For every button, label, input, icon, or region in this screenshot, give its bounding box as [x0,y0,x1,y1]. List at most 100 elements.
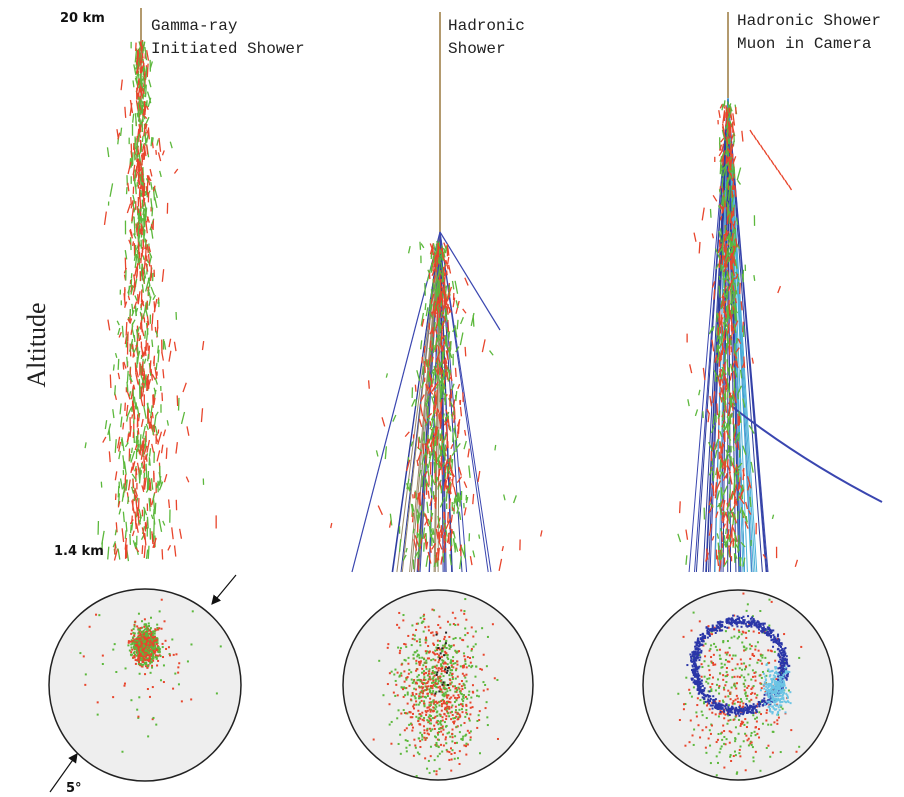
hit [695,711,697,713]
hit [432,651,434,653]
hit [429,714,431,716]
hit [458,650,460,652]
hit [439,753,441,755]
hit [735,687,737,689]
hit [419,702,421,704]
track [473,315,474,326]
hit [147,643,149,645]
track [427,502,428,513]
hit [454,685,456,687]
hit [426,729,428,731]
track [144,359,145,364]
hit [451,704,453,706]
hit [148,625,150,627]
hit [448,759,450,761]
track [730,414,731,424]
hit [423,658,425,660]
hit [437,624,439,626]
hit [146,626,148,628]
track [719,276,720,280]
hit [446,695,448,697]
hit [394,695,396,697]
track [142,200,143,209]
hit [178,662,180,664]
track [445,548,446,552]
hit [720,667,722,669]
track [721,388,722,395]
hit [399,675,401,677]
track [761,145,764,150]
hit [709,674,711,676]
hit [702,633,704,635]
hit [452,685,454,687]
hit [432,717,434,719]
hit [433,644,435,646]
track [450,426,451,432]
hit [422,692,424,694]
hit [735,738,737,740]
track [482,339,485,352]
track [182,412,185,424]
hit [767,724,769,726]
track [443,248,445,252]
hit [464,735,466,737]
hit [436,715,438,717]
track [132,448,133,453]
hit [436,683,438,685]
hit [451,740,453,742]
hit [138,663,140,665]
hit [454,617,456,619]
hit [698,666,700,668]
track [128,408,132,417]
track [436,529,438,540]
hit [408,685,410,687]
hit [760,713,762,715]
hit [435,704,437,706]
hit [423,725,425,727]
hit [432,710,434,712]
track [733,185,734,190]
hit [440,668,442,670]
hit [426,693,428,695]
hit [728,661,730,663]
hit [755,734,757,736]
hit [443,681,445,683]
hit [443,745,445,747]
track [726,328,727,341]
track [160,171,162,177]
hit [449,672,451,674]
hit [134,626,136,628]
hit [759,610,761,612]
track [132,339,133,344]
hit [439,688,441,690]
track [119,332,121,337]
hit [459,750,461,752]
hit [749,644,751,646]
hit [454,650,456,652]
hit [722,679,724,681]
hit [463,675,465,677]
track [435,322,436,331]
track [726,306,727,311]
track [155,187,158,197]
hit [448,674,450,676]
hit [783,633,785,635]
hit [476,727,478,729]
hit [154,633,156,635]
hit [160,655,162,657]
track [714,289,715,299]
hit [753,760,755,762]
hit [479,752,481,754]
track [723,110,725,123]
hit [433,770,435,772]
track [149,418,150,429]
hit [768,662,770,664]
hit [436,667,438,669]
hit [405,659,407,661]
hit [445,662,447,664]
hit [755,645,757,647]
hit [419,723,421,725]
track [140,42,141,51]
hit [420,617,422,619]
hit [436,653,438,655]
